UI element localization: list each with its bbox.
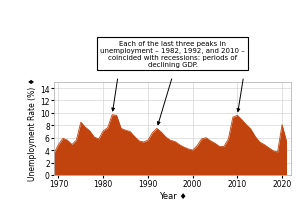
Text: Each of the last three peaks in
unemployment – 1982, 1992, and 2010 –
coincided : Each of the last three peaks in unemploy… bbox=[100, 41, 245, 68]
X-axis label: Year ♦: Year ♦ bbox=[159, 191, 186, 200]
Y-axis label: Unemployment Rate (%) ♦: Unemployment Rate (%) ♦ bbox=[28, 77, 38, 180]
